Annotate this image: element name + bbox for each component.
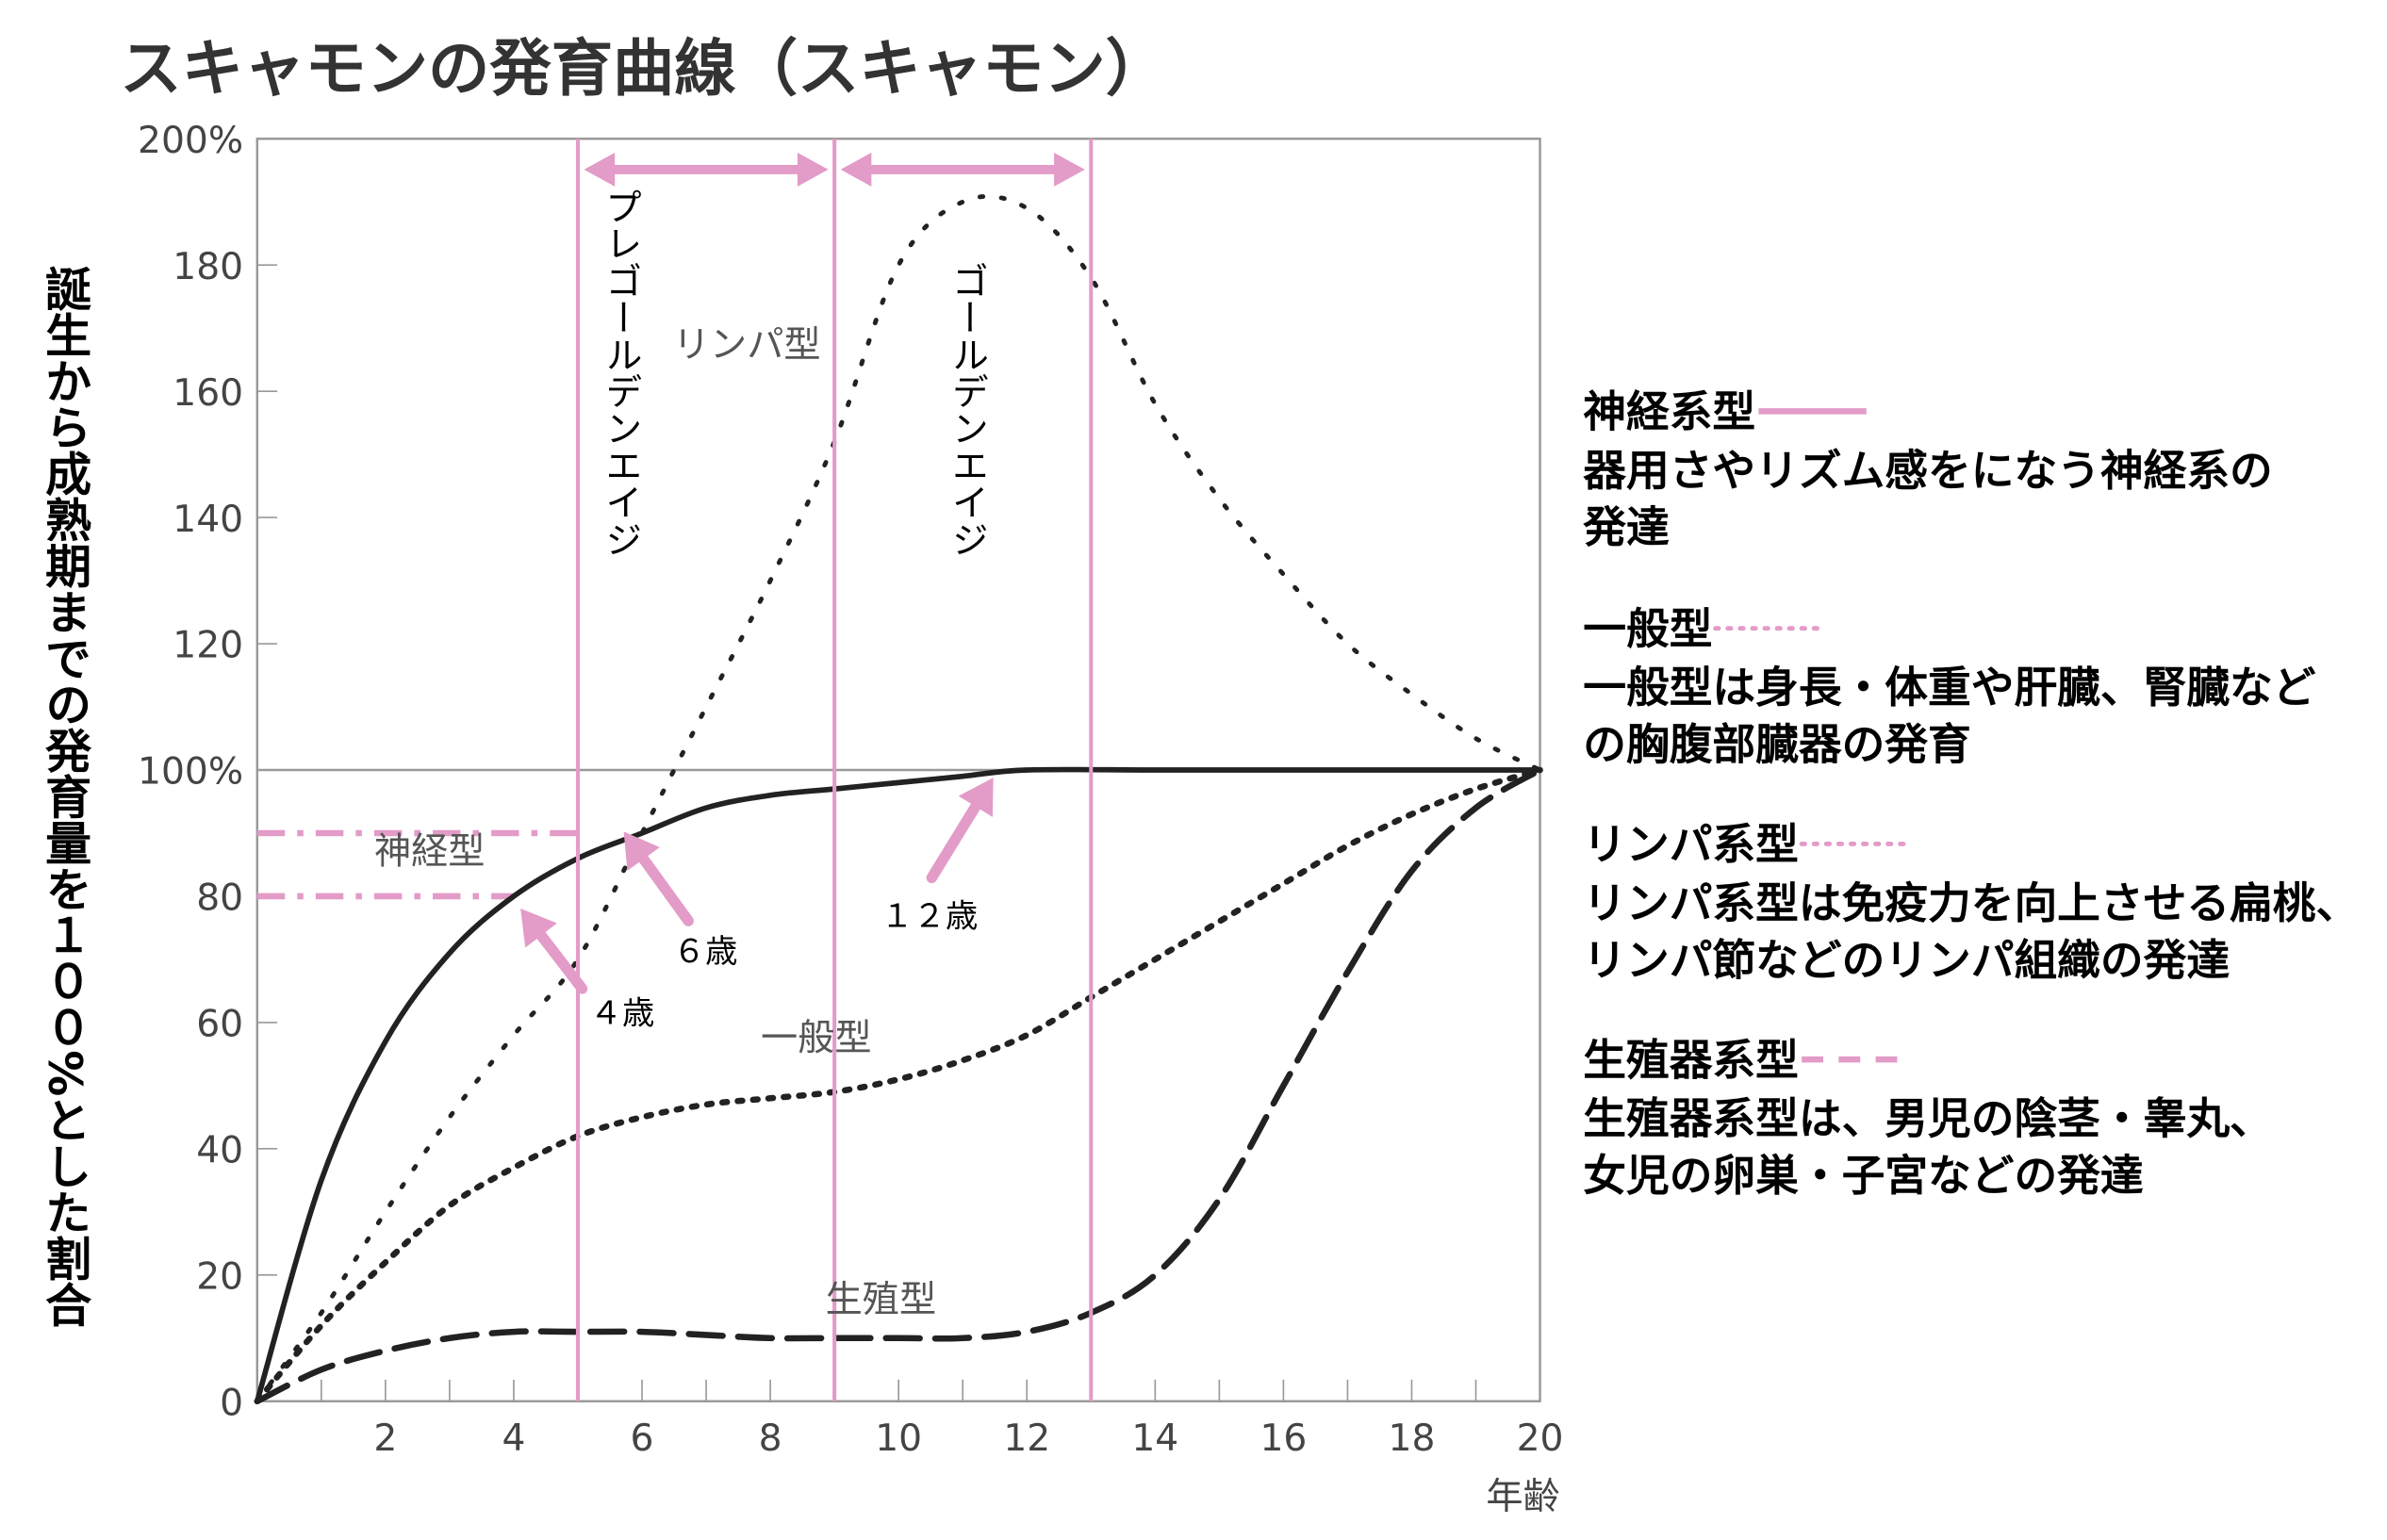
x-tick-label: 8 bbox=[759, 1417, 782, 1460]
legend-description: 女児の卵巣・子宮などの発達 bbox=[1583, 1151, 2144, 1201]
series-line-0 bbox=[254, 766, 1543, 1404]
arrowhead-icon bbox=[623, 831, 660, 871]
x-tick-label: 4 bbox=[502, 1417, 525, 1460]
legend-description: 生殖器系型は、男児の陰茎・睾丸、 bbox=[1583, 1094, 2272, 1144]
legend-title: 神経系型 bbox=[1583, 387, 1755, 437]
x-tick-label: 2 bbox=[373, 1417, 397, 1460]
legend-title: リンパ系型 bbox=[1583, 820, 1799, 870]
y-axis-title: 誕生から成熟期までの発育量を１００%とした割合 bbox=[38, 265, 91, 1327]
y-tick-label: 140 bbox=[173, 499, 243, 541]
curve-label-reproductive: 生殖型 bbox=[826, 1279, 937, 1321]
y-tick-label: 40 bbox=[196, 1130, 243, 1172]
legend-title: 生殖器系型 bbox=[1583, 1035, 1799, 1085]
legend-description: リンパ節などのリンパ組織の発達 bbox=[1583, 935, 2230, 985]
legend-description: の胸腹部臓器の発育 bbox=[1583, 720, 1970, 770]
y-tick-label: 200% bbox=[138, 120, 243, 162]
arrowhead-icon bbox=[520, 909, 557, 948]
legend-description: 発達 bbox=[1583, 502, 1670, 552]
x-tick-label: 16 bbox=[1259, 1417, 1307, 1460]
series-line-2 bbox=[255, 194, 1542, 1404]
chart-title: スキャモンの発育曲線（スキャモン） bbox=[120, 33, 1167, 105]
x-tick-label: 20 bbox=[1517, 1417, 1564, 1460]
x-tick-label: 18 bbox=[1389, 1417, 1436, 1460]
x-axis-title: 年齢 bbox=[1486, 1476, 1559, 1518]
curve-label-neural: 神経型 bbox=[374, 831, 486, 874]
y-tick-label: 120 bbox=[173, 625, 243, 667]
curve-label-lymph: リンパ型 bbox=[673, 324, 821, 367]
arrowhead-left-icon bbox=[840, 152, 872, 187]
x-tick-label: 14 bbox=[1131, 1417, 1178, 1460]
arrowhead-icon bbox=[958, 778, 994, 817]
legend-description: 器用さやリズム感をになう神経系の bbox=[1583, 446, 2272, 496]
x-tick-label: 12 bbox=[1003, 1417, 1050, 1460]
legend-description: リンパ系型は免疫力を向上させる扁桃、 bbox=[1583, 878, 2359, 928]
x-tick-label: 10 bbox=[875, 1417, 922, 1460]
age-arrow bbox=[926, 801, 981, 884]
y-tick-label: 80 bbox=[196, 877, 243, 920]
y-tick-label: 160 bbox=[173, 372, 243, 415]
age-label: ４歳 bbox=[590, 995, 655, 1033]
arrowhead-right-icon bbox=[1054, 152, 1085, 187]
legend-description: 一般型は身長・体重や肝臓、腎臓など bbox=[1583, 663, 2315, 713]
arrowhead-right-icon bbox=[797, 152, 829, 187]
period-label: ゴールデンエイジ bbox=[946, 262, 988, 558]
age-label: ６歳 bbox=[673, 933, 738, 971]
y-tick-label: 20 bbox=[196, 1256, 243, 1299]
y-tick-label: 180 bbox=[173, 246, 243, 288]
series-line-3 bbox=[254, 766, 1543, 1405]
series-line-1 bbox=[254, 766, 1543, 1405]
x-tick-label: 6 bbox=[631, 1417, 654, 1460]
y-tick-label: 0 bbox=[220, 1382, 243, 1424]
arrowhead-left-icon bbox=[584, 152, 616, 187]
age-arrow bbox=[535, 929, 588, 994]
y-tick-label: 60 bbox=[196, 1004, 243, 1046]
y-tick-label: 100% bbox=[138, 751, 243, 794]
period-label: プレゴールデンエイジ bbox=[600, 188, 642, 558]
curve-label-general: 一般型 bbox=[761, 1017, 872, 1059]
legend-title: 一般型 bbox=[1583, 604, 1712, 654]
age-arrow bbox=[637, 853, 694, 926]
age-label: １２歳 bbox=[881, 898, 978, 936]
